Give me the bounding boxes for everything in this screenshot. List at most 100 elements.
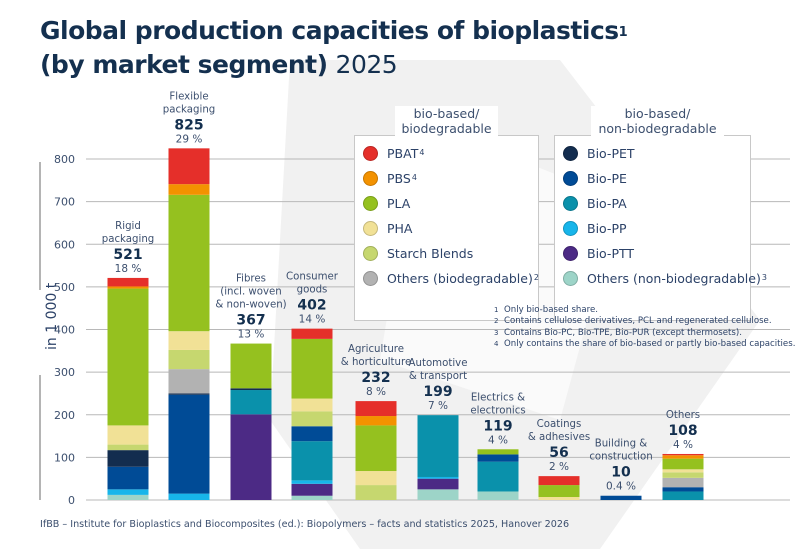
y-tick-label: 100 [54,451,75,464]
category-label: Agriculture [348,344,404,355]
bar-segment-pbs [168,184,210,195]
footnote-number: 4 [494,340,499,349]
bar-segment-othersnonbio [477,491,519,500]
legend-swatch [363,245,378,261]
category-label: Fibres [236,274,266,285]
bar-segment-pha [662,469,704,473]
legend-label: Others (non-biodegradable) [587,270,761,286]
y-tick-label: 700 [54,196,75,209]
bar-segment-biopp [107,489,149,495]
bar-segment-pla [230,343,272,389]
bar-share-label: 18 % [115,263,142,275]
bar-segment-pha [107,425,149,445]
legend-swatch [563,145,578,161]
bar-share-label: 8 % [366,386,386,398]
bar-share-label: 4 % [488,434,508,446]
legend-item-pbs: PBS 4 [363,167,417,189]
footnote-number: 1 [494,306,499,314]
category-label: Rigid [115,221,141,232]
bar-segment-pbs [107,286,149,289]
category-label: & horticulture [341,357,411,368]
bar-segment-biopp [168,493,210,500]
bar-segment-pla [477,449,519,455]
legend-biodegradable: bio-based/ biodegradable PBAT 4 PBS 4 PLA PHA… [354,106,539,321]
bar-segment-bioptt [417,478,459,490]
bar-share-label: 14 % [299,314,326,326]
legend-swatch [363,195,378,211]
legend-swatch [563,245,578,261]
footnote-text: Only bio-based share. [504,305,599,315]
footnote-number: 3 [494,328,499,337]
footnote-text: Contains cellulose derivatives, PCL and … [504,316,772,327]
legend-label: Bio-PET [587,145,635,161]
bar-share-label: 29 % [176,133,203,145]
title-line2: (by market segment) [40,50,328,79]
chart-title: Global production capacities of bioplast… [40,14,628,82]
legend-non-biodegradable: bio-based/ non-biodegradable Bio-PET Bio-… [554,106,767,321]
bar-segment-othersnonbio [291,495,333,500]
bar-segment-biopp [291,480,333,484]
bar-segment-biopa [477,461,519,492]
category-label: & non-woven) [215,300,286,311]
bar-segment-bioptt [230,414,272,500]
category-label: packaging [163,104,216,115]
legend-item-pla: PLA [363,192,410,214]
footnote-text: Only contains the share of bio-based or … [504,339,796,350]
category-label: construction [589,452,652,463]
category-label: Coatings [537,419,582,430]
legend-heading-non-biodegradable: bio-based/ non-biodegradable [591,106,724,136]
legend-item-biopp: Bio-PP [563,217,627,239]
legend-footnote-marker: 4 [419,147,425,157]
category-label: Building & [595,439,648,450]
bar-segment-pla [107,288,149,426]
bar-segment-pbat [355,401,397,417]
bar-segment-bioptt [291,483,333,496]
category-label: Electrics & [471,392,525,403]
legend-heading-line2: non-biodegradable [598,121,717,136]
legend-item-pbat: PBAT 4 [363,142,424,164]
legend-swatch [563,220,578,236]
y-tick-label: 300 [54,366,75,379]
bar-segment-pbs [662,455,704,459]
footnote-text: Contains Bio-PC, Bio-TPE, Bio-PUR (excep… [504,327,742,338]
legend-item-biopa: Bio-PA [563,192,627,214]
footnotes: 1 Only bio-based share. 2 Contains cellulo… [494,305,795,351]
legend-item-biopet: Bio-PET [563,142,635,164]
bar-segment-starch [107,444,149,451]
category-label: (incl. woven [220,287,282,298]
legend-label: Bio-PTT [587,245,635,261]
bar-share-label: 7 % [428,400,448,412]
bar-segment-pha [168,331,210,350]
bar-segment-starch [168,349,210,370]
bar-total-label: 402 [297,298,326,314]
legend-footnote-marker: 2 [533,272,539,282]
legend-item-starch: Starch Blends [363,242,473,264]
bar-total-label: 521 [113,247,142,263]
bar-total-label: 10 [611,465,631,481]
legend-label: PBAT [387,145,419,161]
legend-swatch [563,270,578,286]
category-label: Consumer [286,272,339,283]
bar-segment-pbat [168,148,210,185]
bar-total-label: 108 [668,423,697,439]
legend-swatch [363,270,378,286]
bar-segment-biope [291,426,333,442]
bar-share-label: 13 % [238,329,265,341]
source-citation: IfBB – Institute for Bioplastics and Bio… [40,519,570,530]
bar-segment-biopa [662,491,704,500]
category-label: Others [666,410,700,421]
legend-label: Others (biodegradable) [387,270,533,286]
bar-total-label: 199 [423,384,452,400]
bar-segment-biope [662,487,704,492]
category-label: packaging [102,234,155,245]
title-footnote-marker: 1 [618,25,628,40]
legend-label: Starch Blends [387,245,474,261]
bar-segment-pla [538,485,580,498]
legend-label: Bio-PA [587,195,627,211]
bar-segment-biopet [107,450,149,467]
legend-swatch [363,145,378,161]
category-label: & adhesives [528,432,590,443]
legend-label: Bio-PE [587,170,627,186]
legend-item-othersnonbio: Others (non-biodegradable) 3 [563,267,767,289]
